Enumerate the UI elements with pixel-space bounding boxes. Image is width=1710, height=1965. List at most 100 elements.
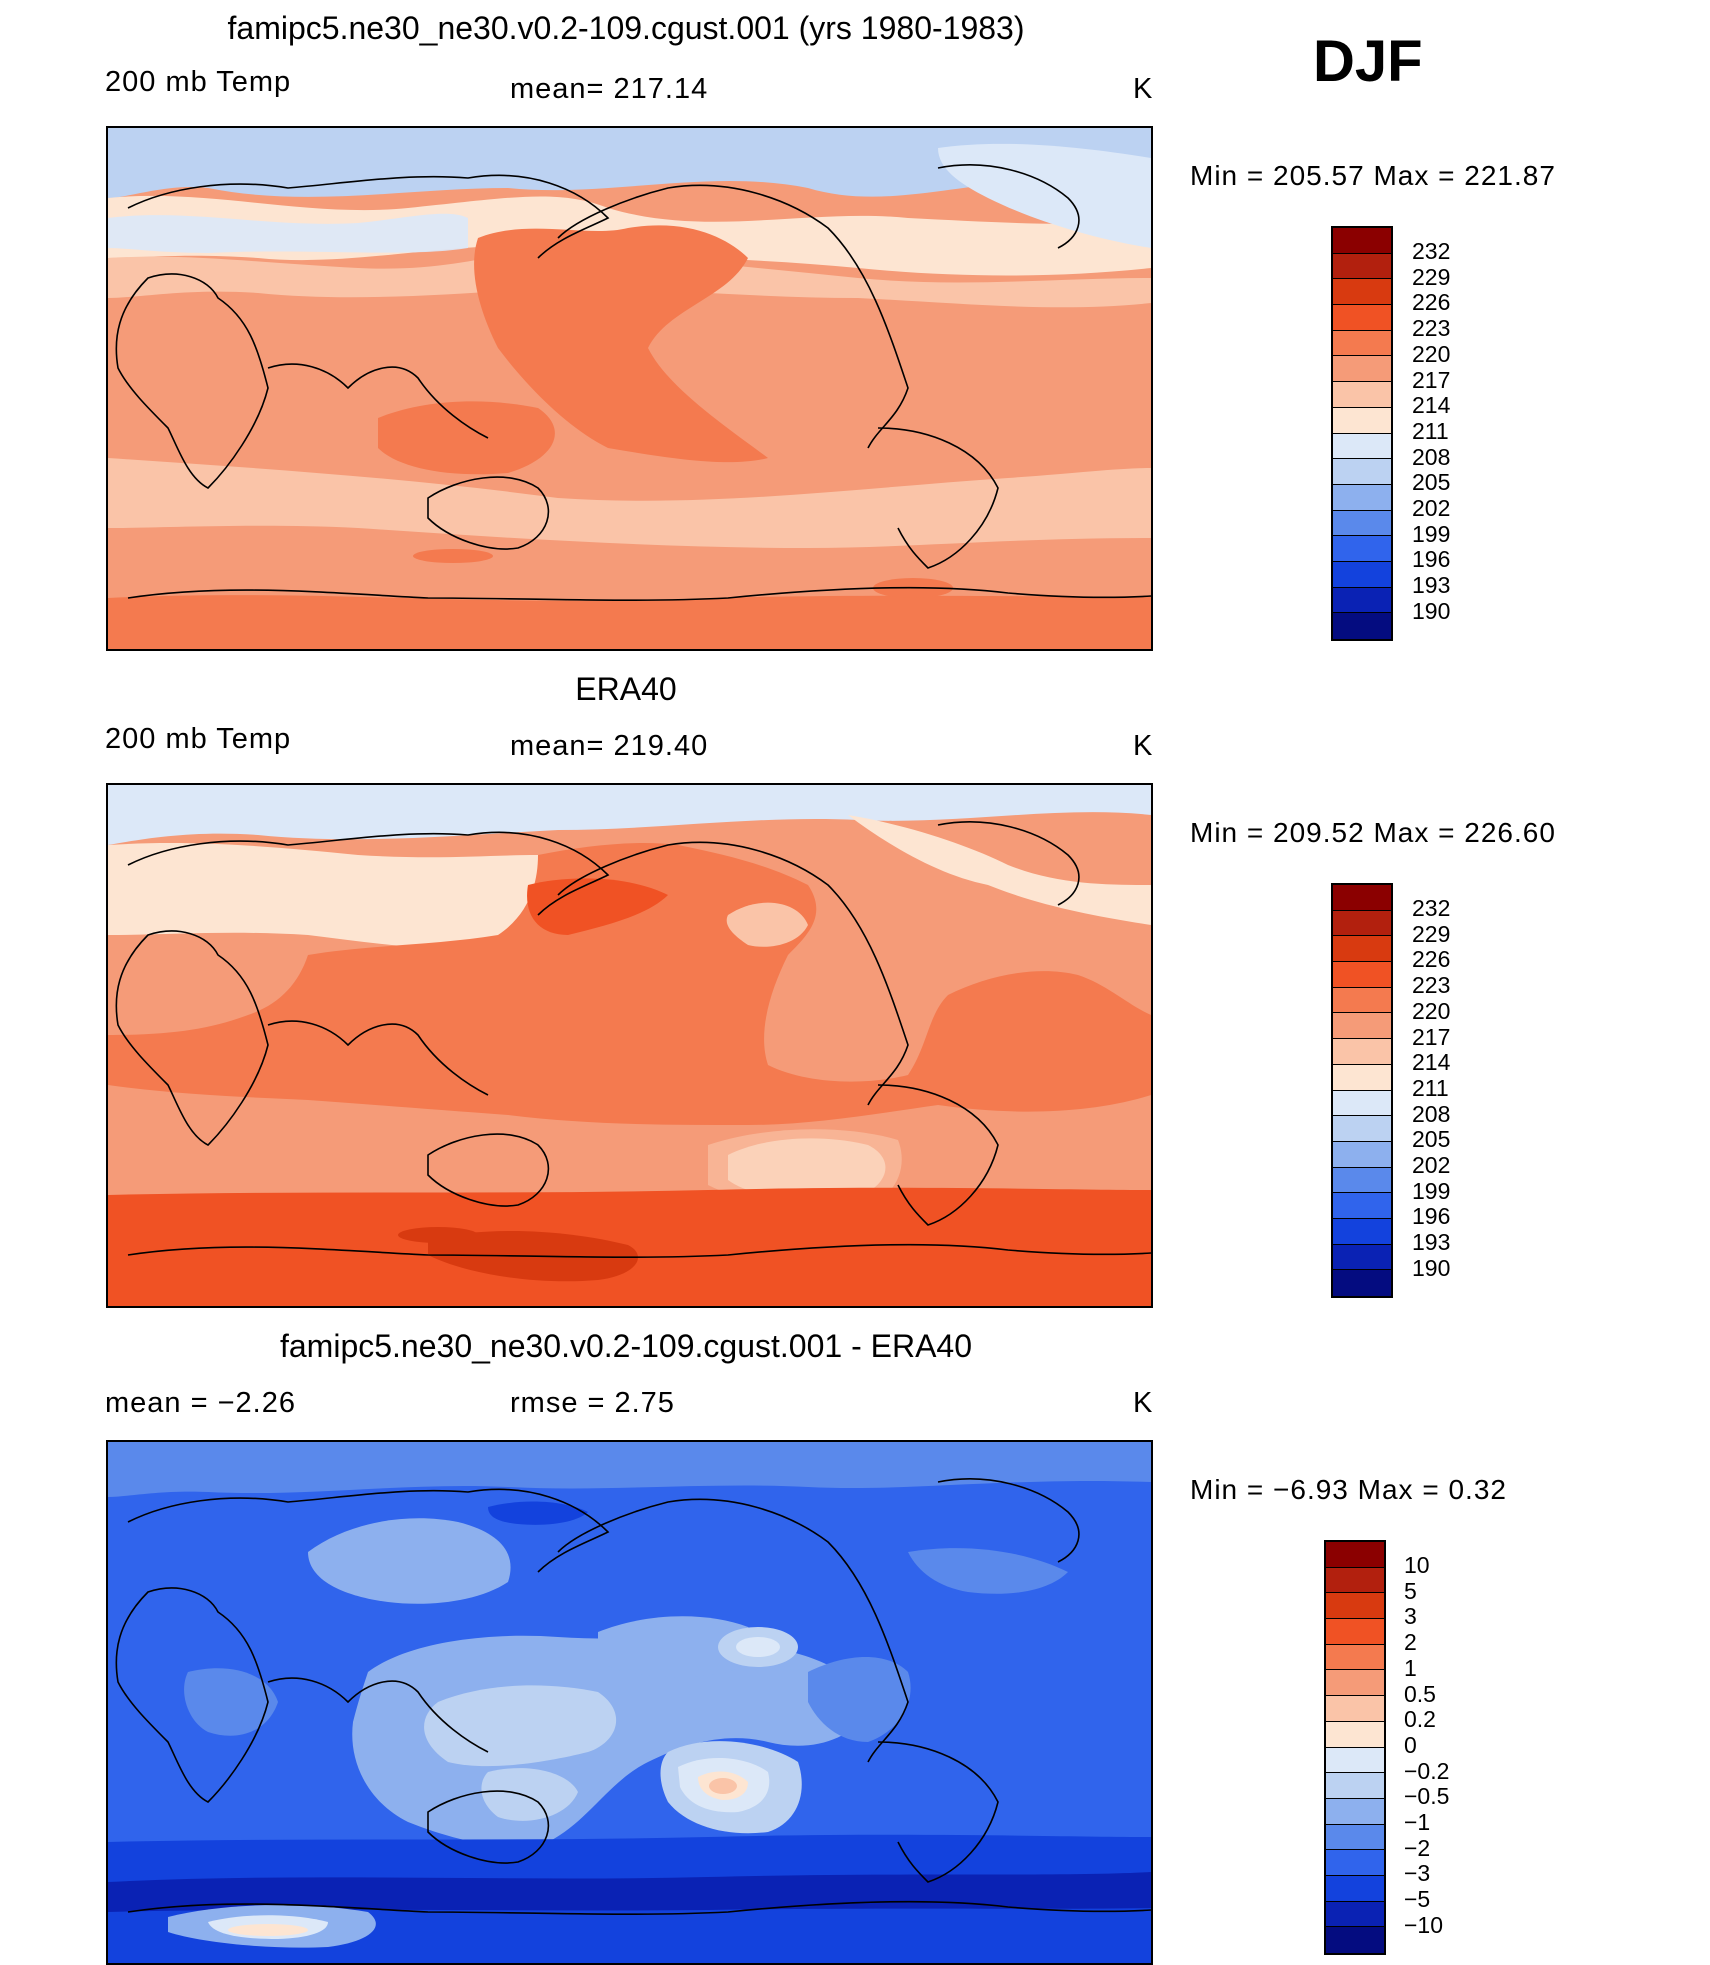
- panel-1-colorbar-swatches: [1333, 228, 1391, 639]
- colorbar-swatch: [1333, 1244, 1391, 1271]
- colorbar-swatch: [1333, 253, 1391, 280]
- colorbar-swatch: [1333, 536, 1391, 562]
- panel-3-colorbar: [1324, 1540, 1386, 1955]
- colorbar-swatch: [1333, 1064, 1391, 1091]
- colorbar-swatch: [1333, 910, 1391, 937]
- colorbar-level-label: 196: [1412, 1203, 1451, 1230]
- season-label: DJF: [1313, 29, 1423, 94]
- panel-1-title: famipc5.ne30_ne30.v0.2-109.cgust.001 (yr…: [227, 10, 1025, 46]
- colorbar-swatch: [1326, 1696, 1384, 1722]
- colorbar-swatch: [1333, 407, 1391, 434]
- colorbar-swatch: [1333, 228, 1391, 254]
- panel-3-minmax: Min = −6.93 Max = 0.32: [1190, 1474, 1507, 1505]
- panel-2-colorbar-labels: 232 229 226 223 220 217 214 211 208 205 202 199 196 1…: [1412, 895, 1451, 1282]
- panel-2-minmax: Min = 209.52 Max = 226.60: [1190, 817, 1556, 848]
- colorbar-level-label: 10: [1404, 1552, 1430, 1578]
- panel-1-colorbar-labels: 232 229 226 223 220 217 214 211 208 205 202 199 196 1…: [1412, 238, 1451, 625]
- panel-2-units: K: [1133, 730, 1154, 762]
- colorbar-level-label: 190: [1412, 1254, 1451, 1281]
- colorbar-level-label: −10: [1404, 1911, 1444, 1938]
- colorbar-swatch: [1326, 1824, 1384, 1851]
- colorbar-level-label: 2: [1404, 1629, 1417, 1656]
- colorbar-level-label: 1: [1404, 1654, 1417, 1681]
- colorbar-level-label: 193: [1412, 572, 1451, 599]
- colorbar-swatch: [1333, 962, 1391, 988]
- colorbar-level-label: −5: [1404, 1886, 1431, 1913]
- panel-3-colorbar-swatches: [1326, 1542, 1384, 1953]
- colorbar-level-label: 205: [1412, 469, 1451, 496]
- colorbar-swatch: [1333, 510, 1391, 537]
- panel-1-center-label: mean= 217.14: [510, 73, 709, 105]
- colorbar-swatch: [1333, 330, 1391, 357]
- colorbar-swatch: [1333, 561, 1391, 588]
- colorbar-swatch: [1326, 1619, 1384, 1645]
- colorbar-level-label: 211: [1412, 417, 1449, 444]
- panel-1-colorbar: [1331, 226, 1393, 641]
- panel-1-units: K: [1133, 73, 1154, 105]
- colorbar-swatch: [1326, 1747, 1384, 1774]
- colorbar-swatch: [1326, 1875, 1384, 1902]
- panel-1-map: [106, 126, 1153, 651]
- colorbar-level-label: 226: [1412, 289, 1451, 316]
- colorbar-level-label: 232: [1412, 895, 1451, 921]
- colorbar-level-label: 3: [1404, 1603, 1417, 1630]
- colorbar-level-label: 232: [1412, 238, 1451, 264]
- colorbar-swatch: [1326, 1773, 1384, 1799]
- panel-3-map: [106, 1440, 1153, 1965]
- panel-2-title: ERA40: [575, 671, 677, 707]
- colorbar-swatch: [1333, 1141, 1391, 1168]
- colorbar-level-label: 196: [1412, 546, 1451, 573]
- panel-1-left-label: 200 mb Temp: [105, 66, 292, 98]
- colorbar-level-label: 220: [1412, 997, 1451, 1024]
- colorbar-swatch: [1333, 305, 1391, 331]
- colorbar-level-label: 229: [1412, 263, 1451, 290]
- colorbar-level-label: 208: [1412, 443, 1451, 470]
- colorbar-level-label: 0.5: [1404, 1680, 1436, 1707]
- panel-2-colorbar: [1331, 883, 1393, 1298]
- colorbar-swatch: [1333, 885, 1391, 911]
- colorbar-level-label: 199: [1412, 520, 1451, 547]
- colorbar-level-label: 193: [1412, 1229, 1451, 1256]
- colorbar-swatch: [1326, 1670, 1384, 1697]
- colorbar-level-label: −0.2: [1404, 1757, 1450, 1784]
- colorbar-level-label: 190: [1412, 597, 1451, 624]
- colorbar-level-label: 214: [1412, 392, 1451, 419]
- panel-1-minmax: Min = 205.57 Max = 221.87: [1190, 160, 1556, 191]
- colorbar-level-label: 202: [1412, 495, 1451, 522]
- colorbar-level-label: 0.2: [1404, 1706, 1436, 1733]
- colorbar-swatch: [1333, 279, 1391, 306]
- colorbar-level-label: −3: [1404, 1860, 1431, 1887]
- colorbar-level-label: 199: [1412, 1177, 1451, 1204]
- colorbar-level-label: −1: [1404, 1809, 1431, 1836]
- colorbar-level-label: 205: [1412, 1126, 1451, 1153]
- colorbar-swatch: [1326, 1721, 1384, 1748]
- panel-2-colorbar-swatches: [1333, 885, 1391, 1296]
- colorbar-swatch: [1333, 382, 1391, 408]
- colorbar-swatch: [1326, 1850, 1384, 1876]
- colorbar-level-label: 208: [1412, 1100, 1451, 1127]
- colorbar-swatch: [1326, 1644, 1384, 1671]
- panel-3-left-label: mean = −2.26: [105, 1387, 296, 1419]
- colorbar-swatch: [1333, 1116, 1391, 1142]
- colorbar-swatch: [1326, 1567, 1384, 1594]
- colorbar-swatch: [1326, 1927, 1384, 1953]
- colorbar-swatch: [1326, 1901, 1384, 1928]
- panel-3-units: K: [1133, 1387, 1154, 1419]
- colorbar-level-label: 211: [1412, 1074, 1449, 1101]
- panel-3-title: famipc5.ne30_ne30.v0.2-109.cgust.001 - E…: [279, 1328, 972, 1364]
- colorbar-swatch: [1333, 987, 1391, 1014]
- colorbar-swatch: [1333, 1270, 1391, 1296]
- colorbar-level-label: 214: [1412, 1049, 1451, 1076]
- colorbar-level-label: 229: [1412, 920, 1451, 947]
- colorbar-swatch: [1333, 1167, 1391, 1194]
- panel-3-center-label: rmse = 2.75: [510, 1387, 675, 1419]
- colorbar-swatch: [1333, 1218, 1391, 1245]
- colorbar-swatch: [1333, 459, 1391, 485]
- colorbar-swatch: [1333, 1013, 1391, 1040]
- colorbar-swatch: [1326, 1542, 1384, 1568]
- colorbar-level-label: −2: [1404, 1834, 1431, 1861]
- colorbar-level-label: 217: [1412, 366, 1451, 393]
- colorbar-swatch: [1333, 484, 1391, 511]
- panel-2-left-label: 200 mb Temp: [105, 723, 292, 755]
- colorbar-swatch: [1333, 587, 1391, 614]
